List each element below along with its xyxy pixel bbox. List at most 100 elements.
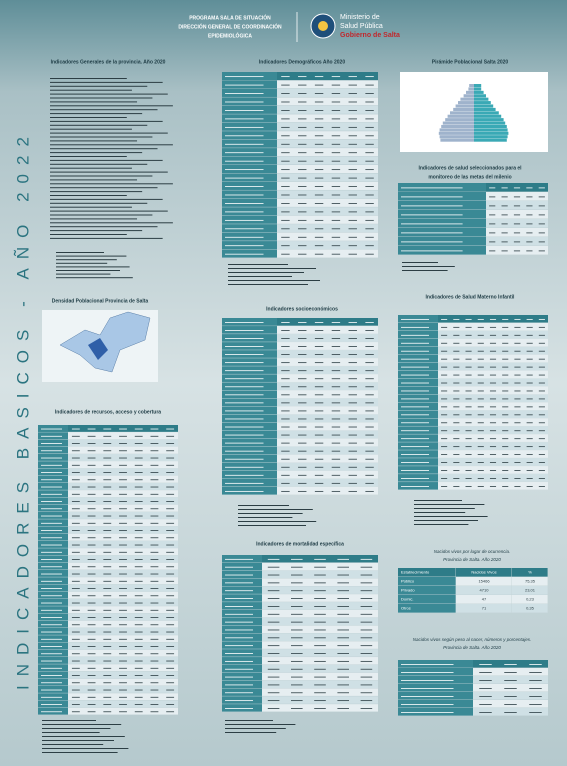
cell-text xyxy=(360,582,373,584)
cell-text xyxy=(87,559,96,560)
cell-text xyxy=(267,590,280,592)
cell-text xyxy=(479,712,492,713)
cell-text xyxy=(504,680,517,681)
cell-text xyxy=(360,606,373,607)
cell-text xyxy=(134,588,143,589)
cell-text xyxy=(119,660,127,662)
text-line xyxy=(225,728,286,729)
cell-text xyxy=(119,566,127,568)
cell-text xyxy=(331,160,341,162)
cell-text xyxy=(401,672,454,673)
cell-text xyxy=(314,590,326,592)
cell-text xyxy=(281,402,290,404)
cell-text xyxy=(166,689,175,691)
table-row xyxy=(38,707,178,715)
table-row xyxy=(38,533,178,541)
cell-text xyxy=(71,689,80,691)
cell-text xyxy=(150,515,159,517)
table-row xyxy=(222,688,378,696)
cell-text xyxy=(489,250,496,252)
cell-text xyxy=(134,515,143,517)
cell-text xyxy=(502,382,509,384)
cell-text xyxy=(150,522,159,524)
cell-text xyxy=(514,358,521,360)
cell-text xyxy=(331,466,341,468)
pyramid-bar xyxy=(474,107,496,111)
cell-text xyxy=(465,422,472,424)
cell-text xyxy=(314,613,326,615)
cell-text xyxy=(291,574,303,576)
cell-text xyxy=(134,457,143,459)
pyramid-bar xyxy=(439,128,474,132)
cell-text xyxy=(401,414,429,416)
cell-text xyxy=(401,334,429,336)
text-line xyxy=(50,78,127,79)
cell-text xyxy=(453,358,460,360)
cell-text xyxy=(348,426,357,428)
cell-text xyxy=(281,346,290,347)
pyramid-bar xyxy=(441,124,474,129)
cell-text xyxy=(360,598,373,599)
cell-text xyxy=(225,362,264,364)
cell-text xyxy=(348,101,357,103)
table-cell-head xyxy=(398,362,438,371)
cell-text xyxy=(150,675,159,676)
cell-text xyxy=(489,223,496,225)
cell-text xyxy=(513,196,521,198)
cell-text xyxy=(479,664,492,665)
cell-text xyxy=(225,228,264,230)
cell-text xyxy=(298,160,307,162)
cell-text xyxy=(71,515,80,517)
text-line xyxy=(228,264,288,265)
cell-text xyxy=(348,143,357,145)
cell-text xyxy=(337,676,349,678)
text-line xyxy=(414,504,485,505)
table-cell xyxy=(398,586,456,595)
table-cell-head xyxy=(398,219,486,228)
cell-text xyxy=(331,194,341,196)
table-cell xyxy=(456,568,512,577)
cell-text xyxy=(331,211,341,213)
cell-text xyxy=(348,346,357,347)
cell-text xyxy=(71,696,80,698)
table-row xyxy=(222,478,378,487)
cell-text xyxy=(538,446,545,448)
cell-text xyxy=(281,322,290,323)
cell-text xyxy=(87,450,96,452)
cell-text xyxy=(441,326,448,328)
cell-text xyxy=(538,486,545,487)
cell-text xyxy=(331,442,341,444)
cell-text xyxy=(477,334,484,336)
cell-text xyxy=(166,493,175,495)
cell-text xyxy=(71,493,80,495)
cell-text xyxy=(291,692,303,694)
table-text: 23,01 xyxy=(525,588,536,593)
cell-text xyxy=(267,566,280,568)
cell-text xyxy=(489,462,497,463)
cell-text xyxy=(87,522,96,524)
cell-text xyxy=(337,708,349,709)
cell-text xyxy=(441,342,448,344)
pyramid-bar xyxy=(474,121,506,125)
cell-text xyxy=(281,152,290,154)
cell-text xyxy=(166,580,175,582)
cell-text xyxy=(225,653,253,654)
cell-text xyxy=(526,187,533,189)
cell-text xyxy=(453,446,460,448)
cell-text xyxy=(477,342,484,344)
cell-text xyxy=(225,211,264,213)
cell-text xyxy=(225,700,253,702)
table-row xyxy=(398,450,548,458)
table-row xyxy=(38,490,178,498)
cell-text xyxy=(87,486,96,488)
cell-text xyxy=(337,684,349,686)
cell-text xyxy=(267,700,280,702)
cell-text xyxy=(225,668,253,670)
text-line xyxy=(50,183,173,185)
cell-text xyxy=(477,382,484,384)
cell-text xyxy=(298,338,307,339)
cell-text xyxy=(401,664,454,665)
cell-text xyxy=(514,326,521,328)
table-cell-head xyxy=(398,394,438,403)
section-title: Indicadores de mortalidad específica xyxy=(256,541,344,547)
